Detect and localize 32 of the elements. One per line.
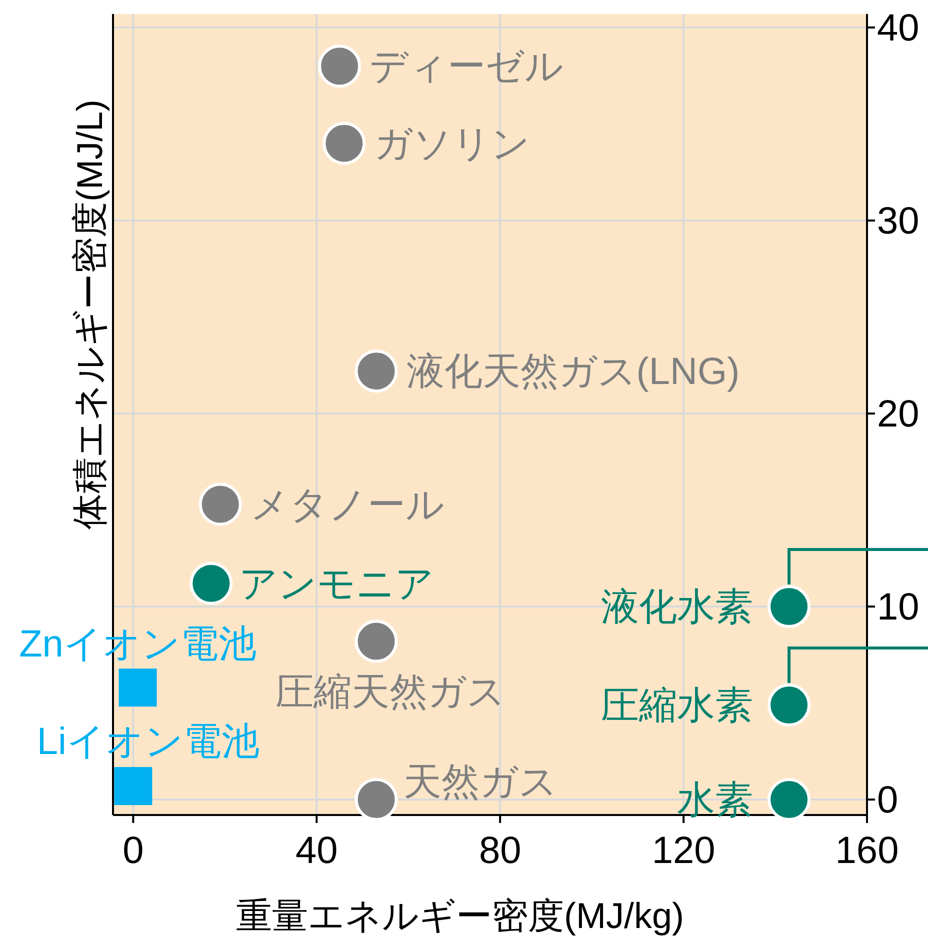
point xyxy=(354,350,398,393)
y-axis-title: 体積エネルギー密度(MJ/L) xyxy=(69,100,110,530)
annotation: ディーゼル xyxy=(370,46,564,88)
point xyxy=(118,668,157,707)
y-tick-label: 10 xyxy=(877,586,920,629)
y-tick-label: 30 xyxy=(877,200,920,243)
annotation: アンモニア xyxy=(239,563,434,606)
y-tick-label: 0 xyxy=(877,780,898,822)
annotation: 圧縮水素 xyxy=(601,684,754,727)
y-tick-label: 20 xyxy=(877,394,920,436)
point xyxy=(768,683,811,726)
point xyxy=(190,562,233,605)
x-tick-label: 40 xyxy=(295,830,338,872)
point xyxy=(114,767,152,806)
annotation: 液化天然ガス(LNG) xyxy=(406,351,740,394)
annotation: 天然ガス xyxy=(403,762,558,804)
x-axis-title: 重量エネルギー密度(MJ/kg) xyxy=(236,895,684,936)
point xyxy=(318,44,362,88)
annotation: 液化水素 xyxy=(601,586,754,629)
y-tick-label: 40 xyxy=(877,8,920,50)
annotation: メタノール xyxy=(250,484,444,526)
x-tick-label: 120 xyxy=(652,830,716,872)
x-tick-label: 160 xyxy=(835,830,899,872)
point xyxy=(322,122,366,165)
x-tick-label: 80 xyxy=(478,830,522,872)
point xyxy=(768,585,811,628)
x-tick-label: 0 xyxy=(122,830,144,872)
annotation: ガソリン xyxy=(374,123,530,166)
point xyxy=(198,482,242,526)
annotation: 水素 xyxy=(677,780,754,822)
annotation: 圧縮天然ガス xyxy=(275,671,506,714)
point xyxy=(354,620,398,663)
